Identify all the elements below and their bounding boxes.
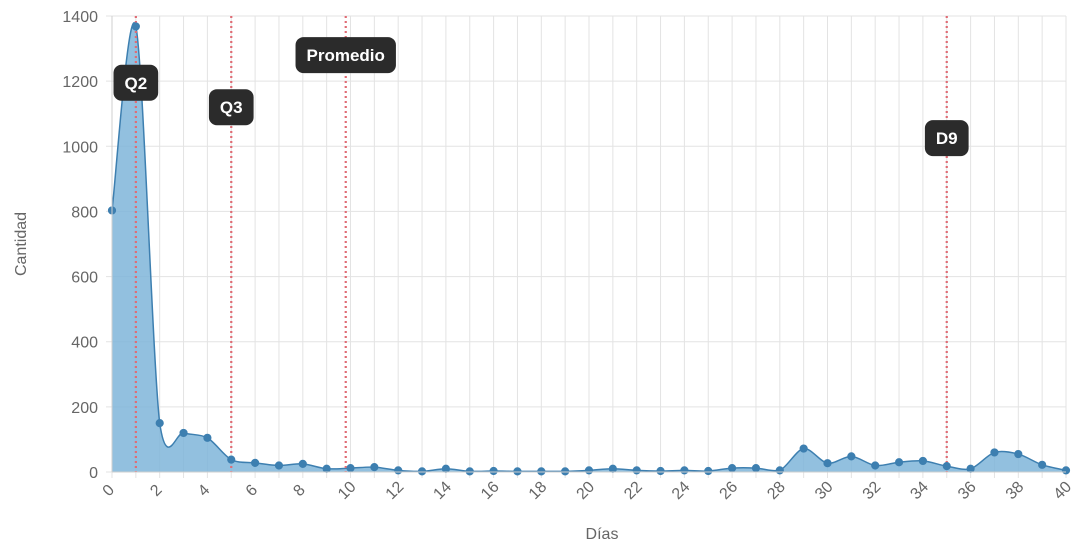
annotation-label: Promedio [295,37,396,74]
data-point[interactable] [775,466,784,475]
x-axis-title: Días [586,526,619,543]
x-tick-label: 0 [100,482,118,500]
data-point[interactable] [537,467,546,476]
x-tick-label: 6 [243,482,261,500]
y-tick-label: 1200 [62,74,98,91]
x-tick-label: 26 [717,478,742,503]
annotation-label-box [924,120,969,157]
x-tick-label: 38 [1003,478,1028,503]
x-tick-label: 12 [383,478,408,503]
data-point[interactable] [728,463,737,473]
data-point[interactable] [656,466,665,476]
x-tick-label: 28 [764,478,789,503]
y-tick-label: 800 [71,204,98,221]
data-point[interactable] [441,464,450,473]
annotation-label-text: Promedio [307,46,385,65]
data-point[interactable] [251,458,260,467]
data-point[interactable] [751,463,761,473]
x-tick-label: 8 [290,482,308,500]
data-point[interactable] [894,458,904,467]
y-axis-title: Cantidad [13,212,30,276]
x-tick-label: 22 [621,478,646,503]
data-point[interactable] [274,461,284,470]
data-point[interactable] [561,467,570,476]
annotation-label-box [208,89,254,126]
y-tick-label: 1000 [62,139,98,156]
x-tick-label: 10 [335,478,360,503]
data-point[interactable] [942,462,951,471]
data-point[interactable] [370,463,379,472]
data-point[interactable] [871,461,880,470]
x-tick-label: 14 [430,478,455,503]
data-point[interactable] [799,444,808,453]
data-point[interactable] [1038,460,1047,469]
data-point[interactable] [990,448,999,457]
x-tick-label: 16 [478,478,503,503]
annotation-labels: Q2 Q3 Promedio D9 [113,37,969,157]
x-tick-label: 4 [195,482,213,500]
data-point[interactable] [608,464,617,473]
data-point[interactable] [584,466,594,475]
data-point[interactable] [394,466,403,475]
x-tick-label: 36 [955,478,980,503]
data-point[interactable] [704,466,713,476]
x-tick-label: 2 [147,482,165,500]
annotation-label-text: Q2 [125,74,148,93]
annotation-label-text: Q3 [220,98,243,117]
x-tick-label: 18 [526,478,551,503]
data-point[interactable] [1014,449,1023,459]
data-point[interactable] [203,433,212,442]
annotation-label-box [113,64,159,101]
data-point[interactable] [489,466,498,476]
annotation-label-text: D9 [936,129,958,148]
data-point[interactable] [298,459,307,468]
data-point[interactable] [227,455,236,464]
data-point[interactable] [966,464,975,473]
y-tick-label: 200 [71,400,98,417]
data-point[interactable] [131,22,140,31]
annotation-label: D9 [924,120,969,157]
data-point[interactable] [322,464,331,473]
data-point[interactable] [179,428,188,438]
y-tick-label: 0 [89,465,98,482]
x-tick-label: 24 [669,478,694,503]
annotation-label-box [295,37,396,74]
annotation-label: Q3 [208,89,254,126]
data-point[interactable] [513,467,522,476]
data-point[interactable] [632,466,641,475]
data-point[interactable] [847,452,856,461]
x-tick-label: 30 [812,478,837,503]
data-point[interactable] [417,467,427,476]
y-tick-label: 1400 [62,9,98,26]
data-point[interactable] [918,456,928,466]
x-tick-label: 40 [1051,478,1076,503]
data-point[interactable] [465,467,474,476]
y-tick-label: 600 [71,270,98,287]
data-point[interactable] [823,459,832,468]
data-point[interactable] [346,463,355,473]
y-tick-label: 400 [71,335,98,352]
annotation-label: Q2 [113,64,159,101]
x-tick-label: 20 [574,478,599,503]
data-point[interactable] [1061,466,1071,475]
x-tick-label: 32 [860,478,885,503]
x-tick-label: 34 [907,478,932,503]
data-point[interactable] [680,466,689,475]
data-point[interactable] [155,419,164,428]
grid-lines [106,15,1067,478]
